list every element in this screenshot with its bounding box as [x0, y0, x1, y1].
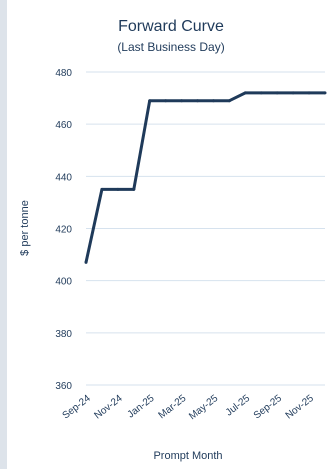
data-point — [291, 91, 295, 95]
y-tick-label: 480 — [55, 68, 72, 79]
y-tick-label: 440 — [55, 172, 72, 183]
grid-layer — [86, 71, 325, 386]
data-point — [211, 99, 215, 103]
data-point — [196, 99, 200, 103]
forward-curve-chart: Forward Curve (Last Business Day) 360 380… — [19, 18, 327, 462]
x-tick-label: Jul-25 — [224, 393, 253, 419]
x-tick-label: Nov-24 — [92, 393, 125, 422]
y-tick-label: 360 — [55, 381, 72, 392]
x-axis-label: Prompt Month — [153, 450, 222, 462]
y-tick-label: 400 — [55, 277, 72, 288]
data-point — [132, 187, 136, 191]
y-tick-label: 380 — [55, 329, 72, 340]
data-point — [323, 91, 327, 95]
data-point — [164, 99, 168, 103]
data-point — [307, 91, 311, 95]
data-point — [227, 99, 231, 103]
chart-title: Forward Curve — [118, 18, 224, 35]
y-tick-label: 460 — [55, 120, 72, 131]
series-line — [84, 91, 325, 263]
data-point — [84, 260, 88, 264]
chart-subtitle: (Last Business Day) — [117, 40, 224, 54]
y-axis-label: $ per tonne — [19, 200, 31, 256]
x-tick-label: Jan-25 — [126, 393, 157, 421]
x-tick-label: Nov-25 — [284, 393, 317, 422]
data-point — [148, 99, 152, 103]
series-layer — [84, 91, 327, 264]
data-point — [100, 187, 104, 191]
y-axis-ticks: 360 380 400 420 440 460 480 — [55, 68, 72, 392]
data-point — [180, 99, 184, 103]
y-tick-label: 420 — [55, 225, 72, 236]
x-tick-label: Mar-25 — [157, 393, 189, 421]
data-point — [259, 91, 263, 95]
x-tick-label: Sep-24 — [61, 393, 94, 422]
data-point — [275, 91, 279, 95]
chart-panel: Forward Curve (Last Business Day) 360 380… — [7, 0, 335, 469]
x-tick-label: May-25 — [187, 393, 220, 422]
x-tick-label: Sep-25 — [252, 393, 285, 422]
data-point — [243, 91, 247, 95]
data-point — [116, 187, 120, 191]
